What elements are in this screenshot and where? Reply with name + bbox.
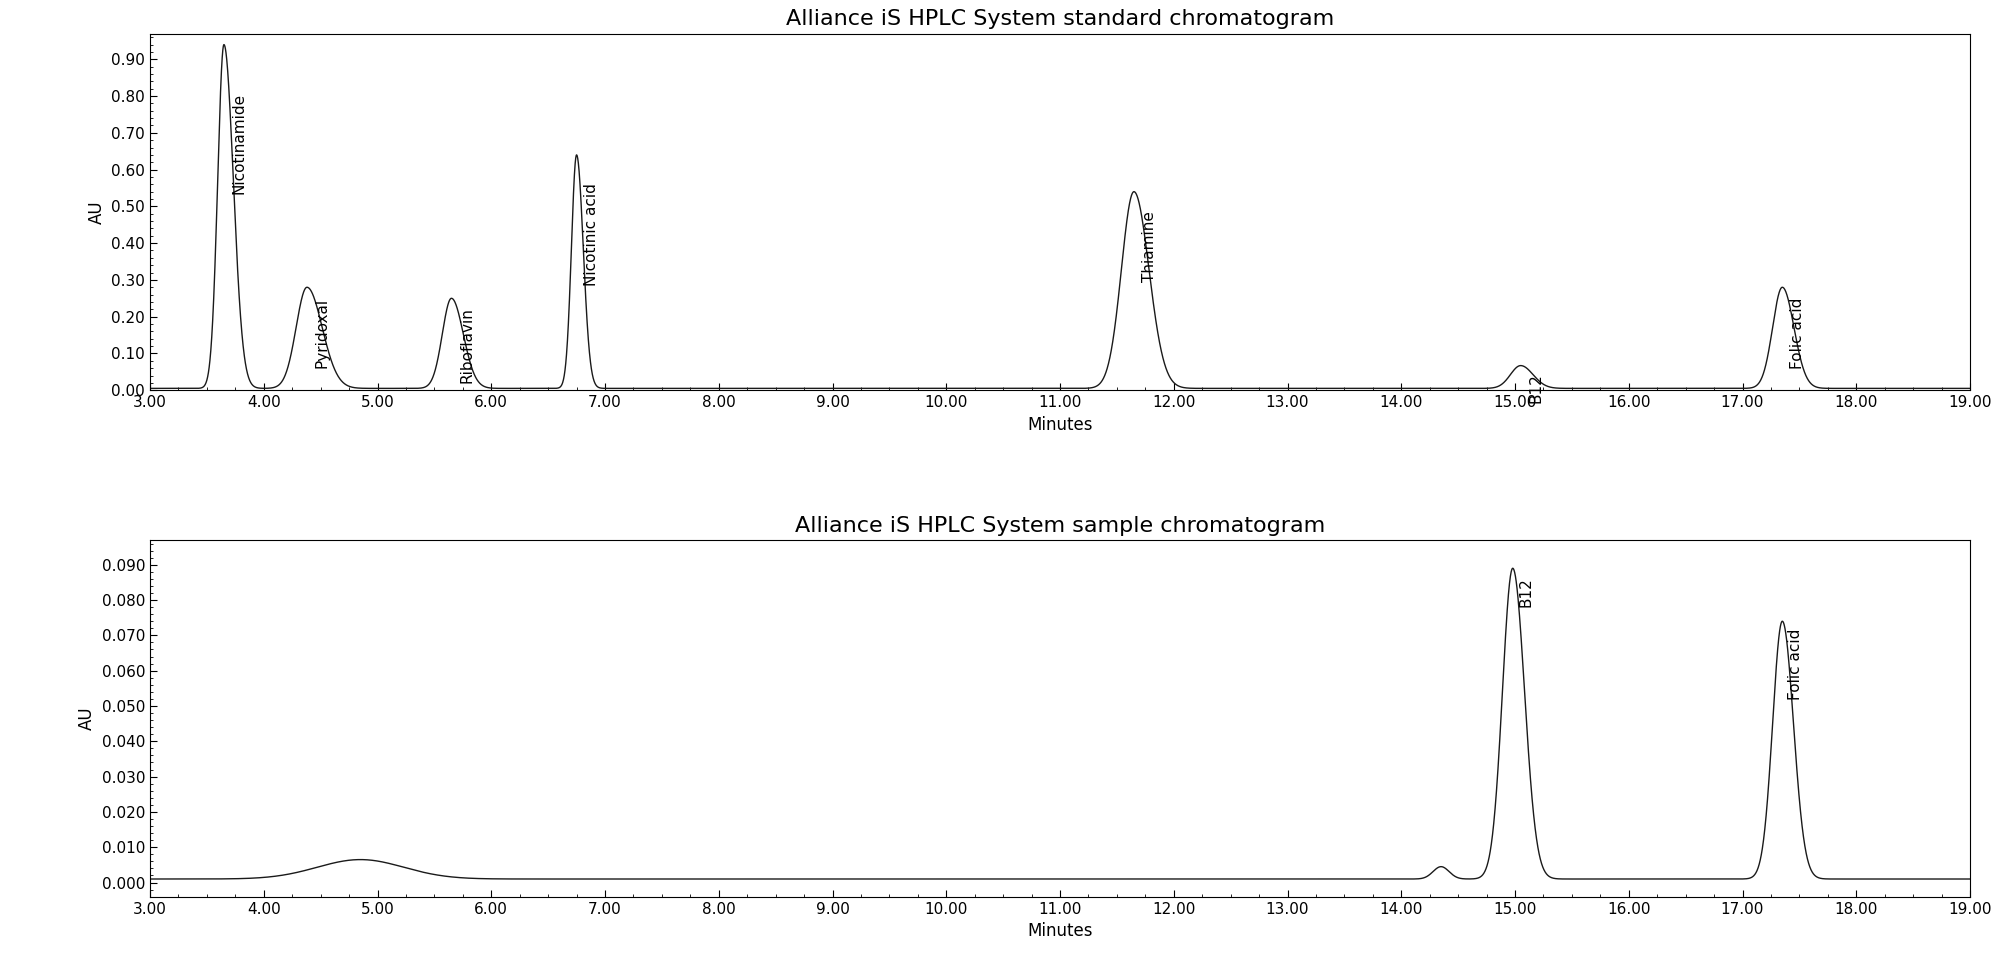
Text: B12: B12 [1518, 577, 1534, 607]
Title: Alliance iS HPLC System sample chromatogram: Alliance iS HPLC System sample chromatog… [794, 516, 1326, 536]
Text: Pyridoxal: Pyridoxal [314, 297, 330, 367]
Text: Nicotinic acid: Nicotinic acid [584, 183, 600, 286]
X-axis label: Minutes: Minutes [1028, 415, 1092, 433]
Text: Thiamine: Thiamine [1142, 212, 1156, 282]
Y-axis label: AU: AU [78, 707, 96, 730]
Text: Nicotinamide: Nicotinamide [232, 93, 246, 194]
Text: Riboflavin: Riboflavin [460, 308, 474, 384]
Text: Folic acid: Folic acid [1788, 629, 1804, 700]
Text: Folic acid: Folic acid [1790, 297, 1806, 369]
Text: B12: B12 [1528, 373, 1544, 403]
Y-axis label: AU: AU [88, 200, 106, 223]
X-axis label: Minutes: Minutes [1028, 923, 1092, 940]
Title: Alliance iS HPLC System standard chromatogram: Alliance iS HPLC System standard chromat… [786, 10, 1334, 29]
